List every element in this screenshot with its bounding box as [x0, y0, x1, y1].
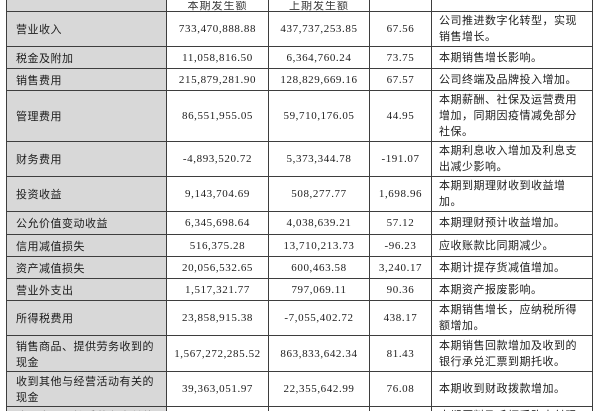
row-prior-amount-cell: 797,069.11 — [268, 278, 370, 301]
row-item-cell: 资产减值损失 — [6, 256, 167, 279]
row-change-reason-cell: 本期销售回款增加及收到的银行承兑汇票到期托收。 — [431, 335, 593, 372]
table-header-row: 本期发生额 上期发生额 — [6, 0, 593, 12]
row-change-reason-cell: 本期薪酬、社保及运营费用增加，同期因疫情减免部分社保。 — [431, 90, 593, 142]
table-row: 所得税费用 23,858,915.38 -7,055,402.72 438.17 本期销… — [6, 300, 593, 336]
row-item-cell: 公允价值变动收益 — [6, 211, 167, 235]
table-row: 财务费用 -4,893,520.72 5,373,344.78 -191.07 本期利息… — [6, 141, 593, 177]
row-change-percent-cell: 44.95 — [369, 90, 432, 142]
row-change-reason-cell: 公司终端及品牌投入增加。 — [431, 68, 593, 91]
row-prior-amount-cell: 22,355,642.99 — [268, 371, 370, 407]
row-change-percent-cell: -191.07 — [369, 141, 432, 177]
row-change-percent-cell: 57.12 — [369, 211, 432, 235]
row-change-percent-cell: -96.23 — [369, 234, 432, 257]
row-change-reason-cell: 本期到期理财收到收益增加。 — [431, 176, 593, 212]
row-prior-amount-cell: 59,710,176.05 — [268, 90, 370, 142]
row-prior-amount-cell: 4,038,639.21 — [268, 211, 370, 235]
row-current-amount-cell: 20,056,532.65 — [166, 256, 269, 279]
table-row: 管理费用 86,551,955.05 59,710,176.05 44.95 本期薪酬、… — [6, 90, 593, 142]
row-item-cell: 税金及附加 — [6, 46, 167, 69]
row-change-percent-cell: -63.59 — [369, 406, 432, 411]
table-row: 销售商品、提供劳务收到的现金 1,567,272,285.52 863,833,64… — [6, 335, 593, 372]
header-change-percent-cell — [369, 0, 432, 12]
row-current-amount-cell: 86,551,955.05 — [166, 90, 269, 142]
row-current-amount-cell: 1,567,272,285.52 — [166, 335, 269, 372]
row-item-cell: 营业收入 — [6, 11, 167, 47]
row-change-percent-cell: 73.75 — [369, 46, 432, 69]
row-prior-amount-cell: 863,833,642.34 — [268, 335, 370, 372]
row-item-cell: 所得税费用 — [6, 300, 167, 336]
header-prior-period-clipped-text: 上期发生额 — [289, 0, 349, 11]
table-row: 税金及附加 11,058,816.50 6,364,760.24 73.75 本期销售增… — [6, 46, 593, 69]
row-current-amount-cell: 11,058,816.50 — [166, 46, 269, 69]
row-prior-amount-cell: 6,364,760.24 — [268, 46, 370, 69]
row-prior-amount-cell: 437,737,253.85 — [268, 11, 370, 47]
row-change-reason-cell: 本期计提存货减值增加。 — [431, 256, 593, 279]
table-row: 公允价值变动收益 6,345,698.64 4,038,639.21 57.12 本期理… — [6, 211, 593, 235]
row-change-reason-cell: 公司推进数字化转型，实现销售增长。 — [431, 11, 593, 47]
table-row: 信用减值损失 516,375.28 13,710,213.73 -96.23 应收账款比… — [6, 234, 593, 257]
row-prior-amount-cell: -7,055,402.72 — [268, 300, 370, 336]
table-row: 营业收入 733,470,888.88 437,737,253.85 67.56 公司推… — [6, 11, 593, 47]
row-prior-amount-cell: 600,463.58 — [268, 256, 370, 279]
row-current-amount-cell: 516,375.28 — [166, 234, 269, 257]
row-current-amount-cell: 108,158,186.62 — [166, 406, 269, 411]
row-change-reason-cell: 本期利息收入增加及利息支出减少影响。 — [431, 141, 593, 177]
row-current-amount-cell: 39,363,051.97 — [166, 371, 269, 407]
row-change-percent-cell: 81.43 — [369, 335, 432, 372]
row-change-percent-cell: 3,240.17 — [369, 256, 432, 279]
table-row: 资产减值损失 20,056,532.65 600,463.58 3,240.17 本期计… — [6, 256, 593, 279]
row-change-percent-cell: 90.36 — [369, 278, 432, 301]
row-current-amount-cell: 6,345,698.64 — [166, 211, 269, 235]
row-item-cell: 销售费用 — [6, 68, 167, 91]
row-prior-amount-cell: 13,710,213.73 — [268, 234, 370, 257]
header-current-period-cell: 本期发生额 — [166, 0, 269, 12]
row-item-cell: 财务费用 — [6, 141, 167, 177]
financial-changes-table: 本期发生额 上期发生额 营业收入 733,470,888.88 437,737,25… — [6, 0, 593, 411]
row-item-cell: 投资收益 — [6, 176, 167, 212]
row-prior-amount-cell: 128,829,669.16 — [268, 68, 370, 91]
row-prior-amount-cell: 297,036,321.03 — [268, 406, 370, 411]
row-prior-amount-cell: 508,277.77 — [268, 176, 370, 212]
table-row: 购买商品、接受劳务支付的现金108,158,186.62297,036,321.… — [6, 406, 593, 411]
row-change-reason-cell: 本期原料及毛坯采购支付现金减少。 — [431, 406, 593, 411]
row-item-cell: 营业外支出 — [6, 278, 167, 301]
table-body: 营业收入 733,470,888.88 437,737,253.85 67.56 公司推… — [6, 11, 593, 411]
header-prior-period-cell: 上期发生额 — [268, 0, 370, 12]
row-change-percent-cell: 67.57 — [369, 68, 432, 91]
row-prior-amount-cell: 5,373,344.78 — [268, 141, 370, 177]
row-current-amount-cell: 733,470,888.88 — [166, 11, 269, 47]
row-change-reason-cell: 本期销售增长影响。 — [431, 46, 593, 69]
row-change-reason-cell: 本期收到财政拨款增加。 — [431, 371, 593, 407]
table-row: 收到其他与经营活动有关的现金 39,363,051.97 22,355,642.99… — [6, 371, 593, 407]
table-row: 营业外支出 1,517,321.77 797,069.11 90.36 本期资产报废影响… — [6, 278, 593, 301]
header-current-period-clipped-text: 本期发生额 — [187, 0, 248, 11]
row-item-cell: 购买商品、接受劳务支付的现金 — [6, 406, 167, 411]
row-current-amount-cell: 1,517,321.77 — [166, 278, 269, 301]
row-current-amount-cell: 23,858,915.38 — [166, 300, 269, 336]
table-row: 投资收益 9,143,704.69 508,277.77 1,698.96 本期到期理财… — [6, 176, 593, 212]
row-change-reason-cell: 应收账款比同期减少。 — [431, 234, 593, 257]
row-item-cell: 销售商品、提供劳务收到的现金 — [6, 335, 167, 372]
row-item-cell: 收到其他与经营活动有关的现金 — [6, 371, 167, 407]
row-item-cell: 信用减值损失 — [6, 234, 167, 257]
row-current-amount-cell: -4,893,520.72 — [166, 141, 269, 177]
row-item-cell: 管理费用 — [6, 90, 167, 142]
table-row: 销售费用 215,879,281.90 128,829,669.16 67.57 公司终… — [6, 68, 593, 91]
row-change-reason-cell: 本期理财预计收益增加。 — [431, 211, 593, 235]
row-current-amount-cell: 9,143,704.69 — [166, 176, 269, 212]
header-change-reason-cell — [431, 0, 593, 12]
header-item-cell — [6, 0, 167, 12]
row-change-percent-cell: 1,698.96 — [369, 176, 432, 212]
row-current-amount-cell: 215,879,281.90 — [166, 68, 269, 91]
row-change-percent-cell: 67.56 — [369, 11, 432, 47]
row-change-percent-cell: 438.17 — [369, 300, 432, 336]
row-change-percent-cell: 76.08 — [369, 371, 432, 407]
row-change-reason-cell: 本期资产报废影响。 — [431, 278, 593, 301]
row-change-reason-cell: 本期销售增长，应纳税所得额增加。 — [431, 300, 593, 336]
